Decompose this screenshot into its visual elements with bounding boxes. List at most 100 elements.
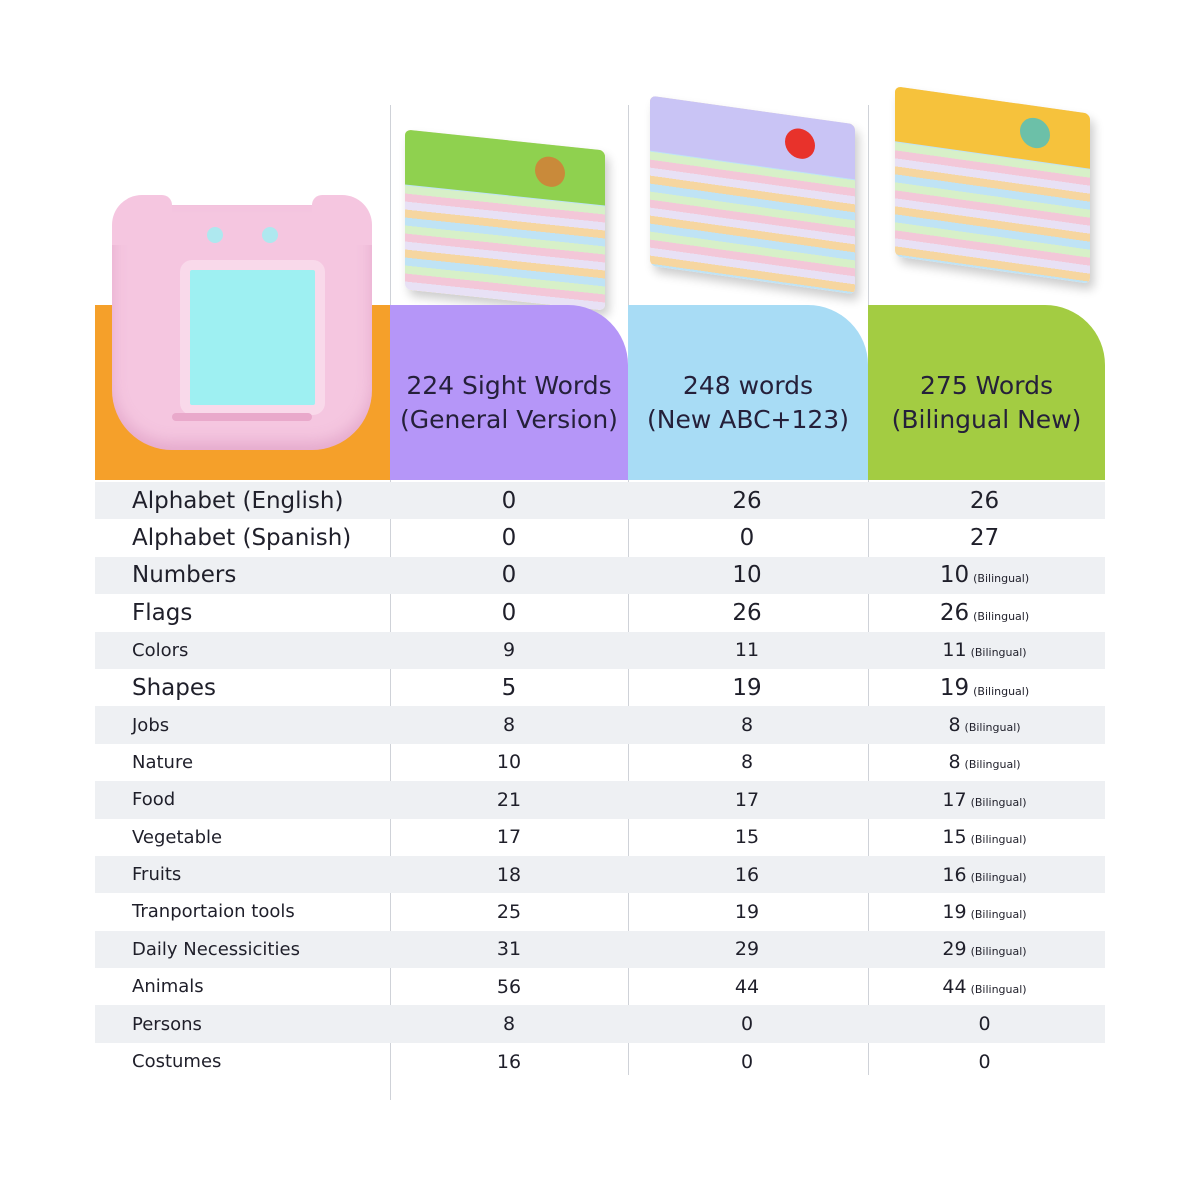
cell-abc: 19	[734, 900, 760, 923]
cell-value: 0	[978, 1013, 991, 1036]
bilingual-note: (Bilingual)	[970, 833, 1027, 847]
row-label: Flags	[132, 599, 193, 626]
cell-sight-words: 10	[496, 751, 522, 774]
column-subtitle: (New ABC+123)	[647, 404, 849, 434]
cell-bilingual: 8 (Bilingual)	[866, 751, 1103, 773]
cell-bilingual: 27	[866, 525, 1103, 551]
comparison-table: Alphabet (English) 0 26 26 Alphabet (Spanish…	[95, 482, 1105, 1080]
row-label: Colors	[132, 639, 189, 661]
row-label: Fruits	[132, 864, 182, 886]
bilingual-note: (Bilingual)	[964, 758, 1021, 772]
row-label: Food	[132, 789, 176, 811]
bilingual-note: (Bilingual)	[970, 945, 1027, 959]
cell-sight-words: 56	[496, 975, 522, 998]
table-row: Numbers 0 10 10 (Bilingual)	[95, 556, 1105, 595]
table-row: Animals 56 44 44 (Bilingual)	[95, 968, 1105, 1005]
row-label: Tranportaion tools	[132, 901, 295, 923]
table-row: Persons 8 0 0	[95, 1005, 1105, 1043]
divider	[390, 105, 391, 1100]
cell-value: 19	[942, 900, 967, 923]
cell-value: 11	[942, 639, 967, 662]
row-label: Costumes	[132, 1051, 222, 1073]
cell-value: 10	[939, 562, 970, 589]
cell-value: 44	[942, 975, 967, 998]
cell-value: 16	[942, 863, 967, 886]
row-label: Alphabet (English)	[132, 487, 344, 514]
row-label: Persons	[132, 1013, 202, 1035]
bilingual-note: (Bilingual)	[973, 572, 1030, 586]
cell-sight-words: 18	[496, 863, 522, 886]
cell-bilingual: 16 (Bilingual)	[866, 864, 1103, 886]
cell-bilingual: 29 (Bilingual)	[866, 938, 1103, 960]
cell-bilingual: 0	[866, 1051, 1103, 1073]
cell-abc: 26	[732, 487, 762, 514]
cell-sight-words: 0	[501, 487, 517, 514]
cell-abc: 8	[740, 751, 754, 774]
flashcard-stack-sight-words	[405, 129, 605, 311]
bilingual-note: (Bilingual)	[970, 870, 1027, 884]
cell-value: 27	[969, 525, 1000, 552]
cell-bilingual: 19 (Bilingual)	[866, 675, 1103, 701]
column-header-sight-words: 224 Sight Words (General Version)	[390, 305, 628, 480]
cell-abc: 26	[732, 599, 762, 626]
cell-bilingual: 8 (Bilingual)	[866, 714, 1103, 736]
cell-value: 0	[978, 1050, 991, 1073]
cell-abc: 0	[740, 1013, 754, 1036]
table-row: Daily Necessicities 31 29 29 (Bilingual)	[95, 930, 1105, 969]
cell-abc: 17	[734, 788, 760, 811]
bilingual-note: (Bilingual)	[973, 684, 1030, 698]
table-row: Colors 9 11 11 (Bilingual)	[95, 631, 1105, 669]
cell-abc: 11	[734, 639, 760, 662]
table-row: Shapes 5 19 19 (Bilingual)	[95, 669, 1105, 706]
cell-sight-words: 0	[501, 562, 517, 589]
cell-value: 26	[939, 599, 970, 626]
column-title: 248 words	[682, 370, 814, 400]
cell-sight-words: 17	[496, 826, 522, 849]
column-header-abc: 248 words (New ABC+123)	[628, 305, 868, 480]
cell-value: 8	[948, 714, 961, 737]
cell-abc: 15	[734, 826, 760, 849]
cell-sight-words: 31	[496, 938, 522, 961]
flashcard-reader-device	[112, 195, 372, 450]
bilingual-note: (Bilingual)	[970, 795, 1027, 809]
cell-abc: 29	[734, 938, 760, 961]
row-label: Shapes	[132, 674, 217, 701]
bilingual-note: (Bilingual)	[970, 982, 1027, 996]
bilingual-note: (Bilingual)	[970, 907, 1027, 921]
column-subtitle: (Bilingual New)	[891, 404, 1082, 434]
cell-abc: 16	[734, 863, 760, 886]
bilingual-note: (Bilingual)	[964, 721, 1021, 735]
table-row: Alphabet (English) 0 26 26	[95, 482, 1105, 520]
bilingual-note: (Bilingual)	[970, 646, 1027, 660]
cell-abc: 8	[740, 714, 754, 737]
cell-sight-words: 8	[502, 714, 516, 737]
table-row: Fruits 18 16 16 (Bilingual)	[95, 855, 1105, 894]
cell-value: 8	[948, 751, 961, 774]
row-label: Jobs	[132, 714, 170, 736]
column-title: 224 Sight Words	[406, 370, 612, 400]
cell-bilingual: 10 (Bilingual)	[866, 562, 1103, 588]
cell-bilingual: 19 (Bilingual)	[866, 901, 1103, 923]
cell-abc: 19	[732, 674, 762, 701]
bilingual-note: (Bilingual)	[973, 609, 1030, 623]
cell-abc: 10	[732, 562, 762, 589]
cell-sight-words: 21	[496, 788, 522, 811]
cell-bilingual: 26 (Bilingual)	[866, 600, 1103, 626]
cell-sight-words: 9	[502, 639, 516, 662]
cell-bilingual: 0	[866, 1013, 1103, 1035]
table-row: Food 21 17 17 (Bilingual)	[95, 781, 1105, 819]
cell-bilingual: 11 (Bilingual)	[866, 639, 1103, 661]
cell-value: 15	[942, 826, 967, 849]
cell-value: 26	[969, 487, 1000, 514]
cell-value: 19	[939, 674, 970, 701]
cell-value: 29	[942, 938, 967, 961]
cell-abc: 0	[739, 525, 755, 552]
flashcard-stack-abc	[650, 95, 855, 295]
cell-bilingual: 44 (Bilingual)	[866, 976, 1103, 998]
cell-abc: 44	[734, 975, 760, 998]
flashcard-stack-bilingual	[895, 86, 1090, 284]
row-label: Animals	[132, 976, 204, 998]
table-row: Alphabet (Spanish) 0 0 27	[95, 519, 1105, 556]
table-row: Costumes 16 0 0	[95, 1043, 1105, 1080]
row-label: Alphabet (Spanish)	[132, 525, 352, 552]
